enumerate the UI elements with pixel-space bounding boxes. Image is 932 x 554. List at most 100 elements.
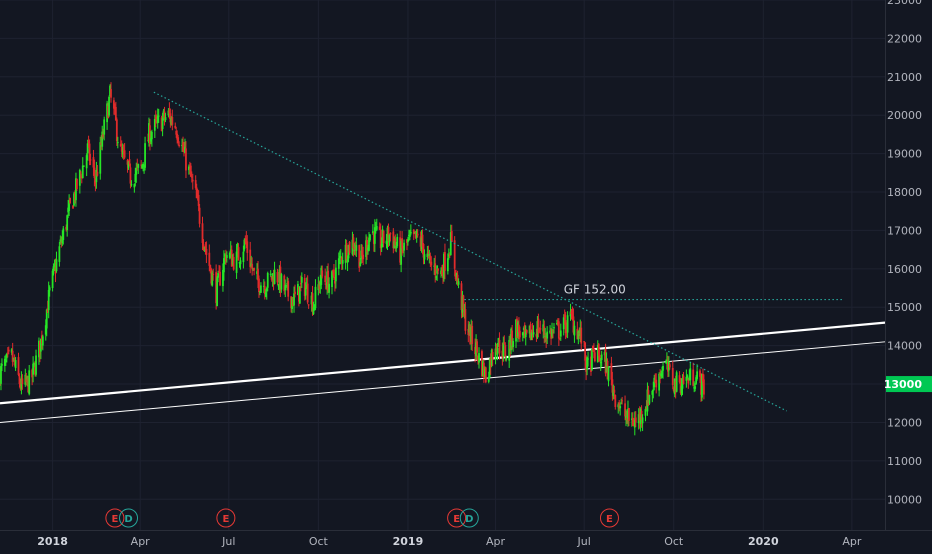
candle-body xyxy=(148,123,150,144)
earnings-event-icon[interactable] xyxy=(447,508,467,528)
candle-body xyxy=(545,337,548,341)
candle-body xyxy=(58,246,61,262)
channel-lower-line[interactable] xyxy=(0,341,886,423)
candle-body xyxy=(249,249,252,268)
candle-body xyxy=(701,373,703,398)
y-tick-label: 12000 xyxy=(887,416,922,429)
candle-body xyxy=(245,238,248,245)
earnings-event-icon[interactable] xyxy=(599,508,619,528)
candle-body xyxy=(688,377,691,381)
candle-body xyxy=(553,327,555,329)
candle-body xyxy=(334,280,336,284)
candle-body xyxy=(263,286,266,295)
earnings-event-icon[interactable] xyxy=(216,508,236,528)
candle-body xyxy=(25,375,28,383)
candle-body xyxy=(211,272,214,286)
candle-body xyxy=(555,323,558,325)
candle-body xyxy=(407,239,409,243)
candle-body xyxy=(150,131,153,140)
candle-body xyxy=(178,144,181,146)
candle-body xyxy=(40,335,43,344)
candle-body xyxy=(269,273,272,275)
candle-body xyxy=(606,360,609,380)
candle-body xyxy=(392,231,395,249)
channel-upper-line[interactable] xyxy=(0,321,886,405)
candle-body xyxy=(544,335,547,337)
candle-body xyxy=(197,194,200,206)
candle-body xyxy=(375,226,378,230)
candle-body xyxy=(304,287,307,296)
candle-body xyxy=(421,234,424,248)
candle-body xyxy=(504,345,507,358)
candle-body xyxy=(96,171,99,176)
candle-body xyxy=(137,164,140,168)
candle-body xyxy=(10,349,13,353)
candle-body xyxy=(115,119,118,142)
candle-body xyxy=(297,286,300,302)
candle-body xyxy=(496,347,499,355)
candle-body xyxy=(333,269,335,278)
candle-body xyxy=(659,374,661,377)
candle-body xyxy=(590,356,592,373)
x-tick-label: Oct xyxy=(309,535,329,548)
candle-body xyxy=(292,297,294,306)
candle-body xyxy=(557,321,560,339)
candle-body xyxy=(324,275,327,283)
candle-body xyxy=(279,266,282,291)
candle-body xyxy=(495,346,498,353)
candle-body xyxy=(325,284,328,290)
candle-body xyxy=(235,251,238,273)
candle-body xyxy=(680,386,683,394)
x-tick-label: Oct xyxy=(664,535,684,548)
candle-body xyxy=(109,85,111,96)
candle-body xyxy=(632,424,635,426)
candle-body xyxy=(59,239,62,244)
candle-body xyxy=(579,327,582,337)
candle-body xyxy=(413,231,416,233)
candle-body xyxy=(176,133,179,140)
candle-body xyxy=(478,353,480,363)
x-tick-label: Jul xyxy=(577,535,591,548)
candle-body xyxy=(283,275,286,292)
candle-body xyxy=(4,360,7,362)
candle-body xyxy=(284,285,287,291)
candle-body xyxy=(87,141,90,143)
candle-body xyxy=(443,253,445,279)
candle-body xyxy=(444,252,446,271)
candle-body xyxy=(678,375,681,383)
candle-body xyxy=(128,159,131,165)
candle-body xyxy=(503,342,506,344)
candle-body xyxy=(225,255,228,258)
candle-body xyxy=(484,367,487,383)
candle-body xyxy=(467,328,470,336)
candle-body xyxy=(82,165,85,167)
candle-body xyxy=(423,254,426,260)
dividend-event-icon[interactable] xyxy=(459,508,479,528)
candle-body xyxy=(605,359,608,373)
candle-body xyxy=(501,350,504,358)
candle-body xyxy=(299,283,302,285)
candle-body xyxy=(583,341,586,343)
candle-body xyxy=(618,402,621,409)
candle-body xyxy=(483,368,486,377)
candle-body xyxy=(76,178,78,190)
candle-body xyxy=(100,142,103,146)
candle-body xyxy=(328,283,330,293)
candle-body xyxy=(352,237,355,249)
event-marker-label: E xyxy=(453,514,460,525)
candle-body xyxy=(61,236,64,244)
candle-body xyxy=(318,283,321,289)
candle-body xyxy=(259,291,261,293)
candle-body xyxy=(550,329,552,339)
candle-body xyxy=(455,273,458,277)
candle-body xyxy=(362,254,365,260)
candle-body xyxy=(60,241,63,244)
earnings-event-icon[interactable] xyxy=(105,508,125,528)
candle-body xyxy=(521,332,524,336)
candle-body xyxy=(184,147,186,153)
candle-body xyxy=(651,390,654,395)
dividend-event-icon[interactable] xyxy=(119,508,139,528)
candle-body xyxy=(353,249,356,252)
